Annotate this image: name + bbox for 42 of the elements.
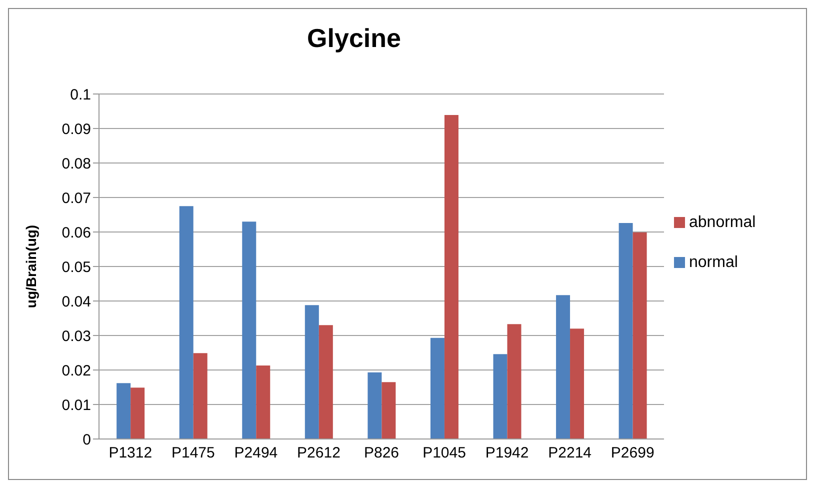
legend-label: normal xyxy=(689,254,738,271)
x-tick-label: P1475 xyxy=(171,444,215,462)
y-tick-label: 0 xyxy=(82,431,91,448)
y-tick-label: 0.04 xyxy=(62,293,91,310)
x-tick-label: P1045 xyxy=(422,444,466,462)
x-tick-label: P2699 xyxy=(610,444,654,462)
y-tick-label: 0.02 xyxy=(62,362,91,380)
chart-title: Glycine xyxy=(306,23,402,54)
bar xyxy=(430,338,444,439)
y-tick-label: 0.1 xyxy=(70,86,91,104)
bar xyxy=(493,354,508,439)
bar xyxy=(556,295,570,439)
bar xyxy=(570,328,584,439)
bar xyxy=(193,353,208,439)
bar xyxy=(318,325,333,439)
legend-label: abnormal xyxy=(689,214,756,231)
y-tick-label: 0.06 xyxy=(62,224,91,242)
bar xyxy=(368,372,382,439)
bar xyxy=(130,388,145,439)
bar xyxy=(382,382,396,439)
bar xyxy=(116,383,131,439)
bar xyxy=(444,115,458,439)
x-tick-label: P2214 xyxy=(548,444,592,462)
y-tick-label: 0.05 xyxy=(62,258,91,276)
x-tick-label: P826 xyxy=(364,444,400,462)
bar xyxy=(179,206,194,439)
bar xyxy=(256,366,270,439)
x-tick-label: P2494 xyxy=(234,444,278,462)
x-tick-label: P2612 xyxy=(297,444,340,462)
y-tick-label: 0.09 xyxy=(62,120,91,138)
bar xyxy=(632,232,647,439)
x-tick-label: P1942 xyxy=(485,444,529,462)
bar xyxy=(242,222,256,439)
y-tick-label: 0.01 xyxy=(62,396,91,414)
y-tick-label: 0.07 xyxy=(62,190,91,207)
x-tick-label: P1312 xyxy=(108,444,152,462)
y-tick-label: 0.03 xyxy=(62,328,91,345)
y-tick-label: 0.08 xyxy=(62,155,91,172)
y-axis-title: ug/Brain(ug) xyxy=(22,224,39,308)
bar xyxy=(304,305,319,439)
bar xyxy=(507,324,522,439)
bar xyxy=(618,223,633,439)
